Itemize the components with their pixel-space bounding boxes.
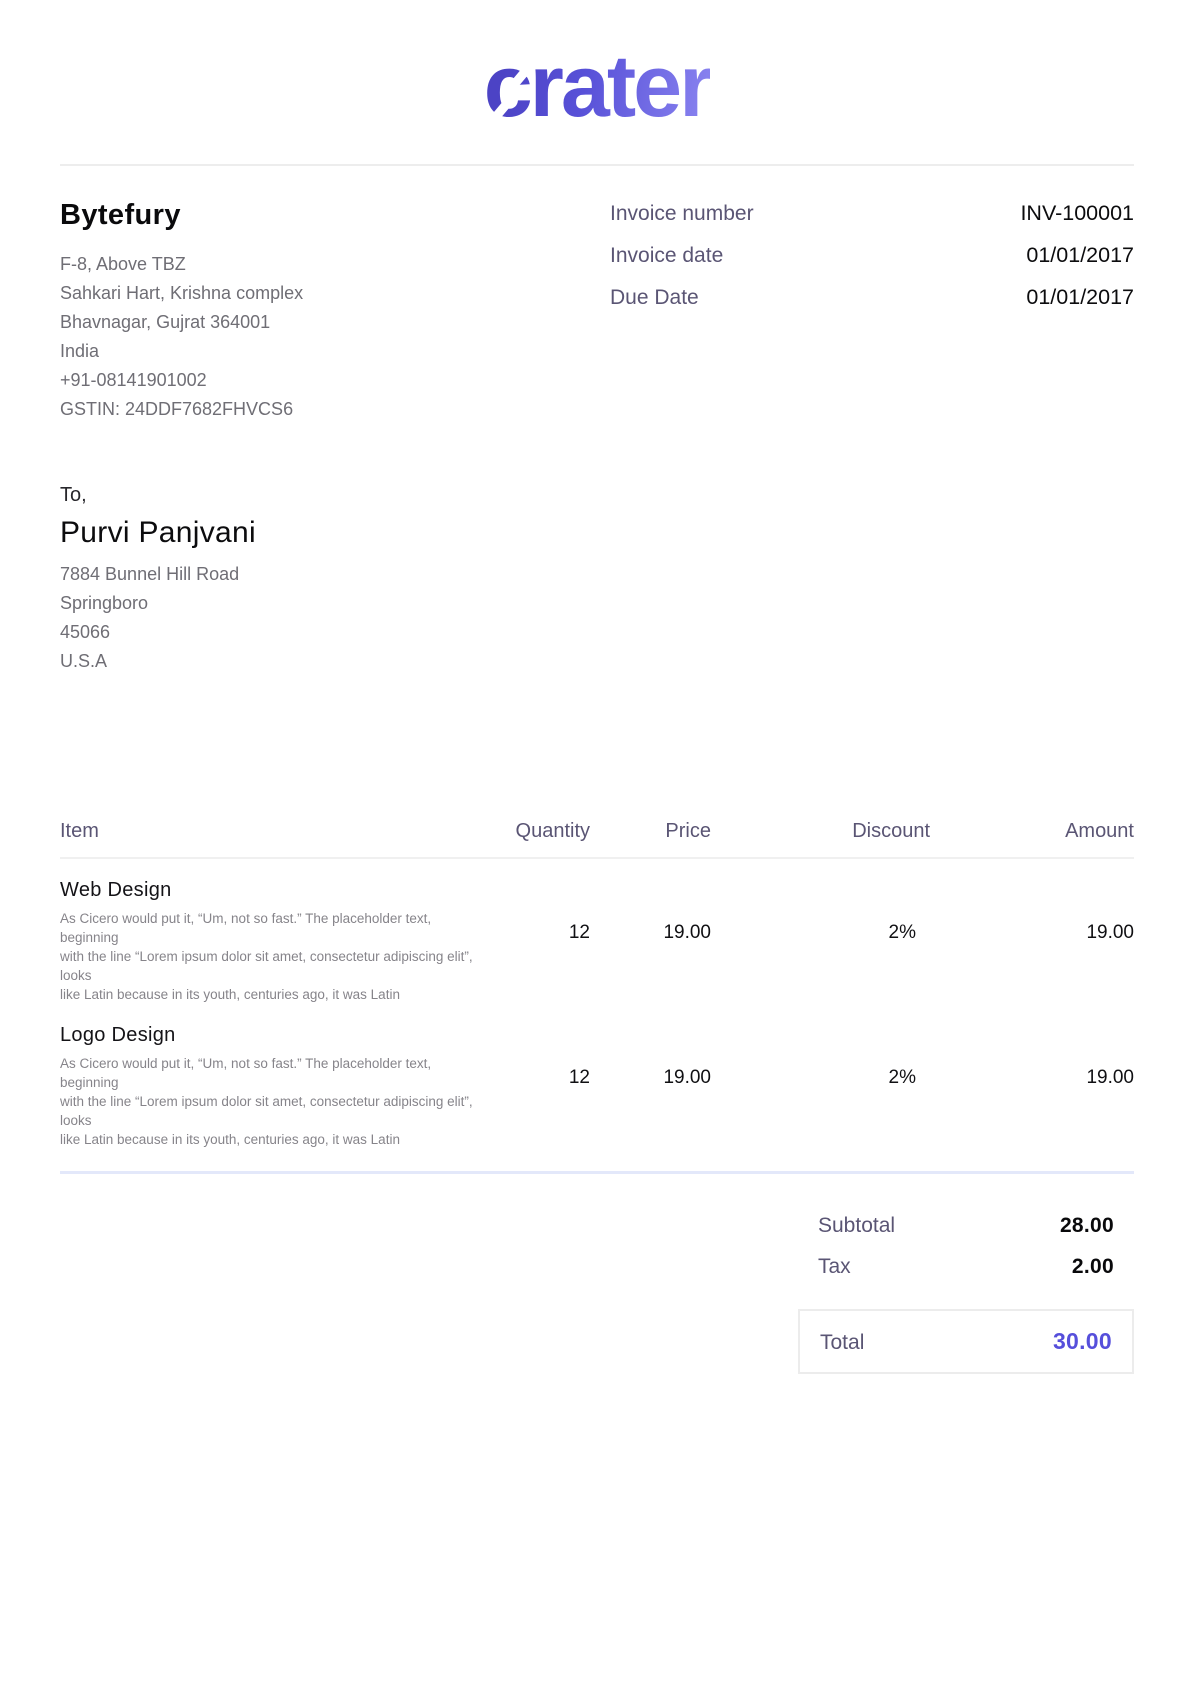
tax-label: Tax (818, 1255, 851, 1278)
company-gstin: GSTIN: 24DDF7682FHVCS6 (60, 399, 294, 419)
invoice-number-label: Invoice number (610, 202, 754, 225)
subtotal-value: 28.00 (1059, 1214, 1114, 1237)
company-address: F-8, Above TBZ Sahkari Hart, Krishna com… (60, 250, 303, 424)
total-label: Total (820, 1331, 865, 1354)
items-table: Item Quantity Price Discount Amount Web … (60, 820, 1134, 1174)
bill-to-block: To, Purvi Panjvani 7884 Bunnel Hill Road… (60, 484, 1134, 676)
column-header-quantity: Quantity (515, 820, 590, 842)
customer-address: 7884 Bunnel Hill Road Springboro 45066 U… (60, 560, 1134, 676)
table-row: Logo Design As Cicero would put it, “Um,… (60, 1024, 1134, 1149)
item-discount: 2% (888, 1067, 916, 1088)
invoice-date-value: 01/01/2017 (1026, 243, 1134, 267)
app-header: crater (60, 42, 1134, 142)
item-amount: 19.00 (1086, 922, 1134, 943)
company-address-line: Sahkari Hart, Krishna complex (60, 283, 304, 303)
header-divider (60, 164, 1134, 166)
item-quantity: 12 (568, 922, 590, 943)
item-cell: Logo Design As Cicero would put it, “Um,… (60, 1024, 490, 1149)
invoice-meta-block: Invoice number INV-100001 Invoice date 0… (610, 199, 1134, 424)
company-address-line: Bhavnagar, Gujrat 364001 (60, 312, 271, 332)
company-block: Bytefury F-8, Above TBZ Sahkari Hart, Kr… (60, 199, 303, 424)
company-address-line: India (60, 341, 100, 361)
customer-address-line: U.S.A (60, 651, 108, 671)
company-phone: +91-08141901002 (60, 370, 207, 390)
item-name: Logo Design (60, 1024, 176, 1046)
table-bottom-divider (60, 1171, 1134, 1174)
crater-logo: crater (483, 36, 714, 135)
invoice-number-row: Invoice number INV-100001 (610, 201, 1134, 226)
item-amount: 19.00 (1086, 1067, 1134, 1088)
table-header-divider (60, 857, 1134, 859)
items-table-header: Item Quantity Price Discount Amount (60, 820, 1134, 843)
due-date-value: 01/01/2017 (1026, 285, 1134, 309)
customer-name: Purvi Panjvani (60, 516, 256, 549)
column-header-amount: Amount (1065, 820, 1134, 842)
totals-block: Subtotal 28.00 Tax 2.00 Total 30.00 (798, 1214, 1134, 1374)
customer-address-line: Springboro (60, 593, 149, 613)
item-price: 19.00 (663, 922, 711, 943)
company-name: Bytefury (60, 199, 181, 231)
total-box: Total 30.00 (798, 1309, 1134, 1374)
item-cell: Web Design As Cicero would put it, “Um, … (60, 879, 490, 1004)
due-date-label: Due Date (610, 286, 699, 309)
invoice-date-row: Invoice date 01/01/2017 (610, 243, 1134, 268)
invoice-date-label: Invoice date (610, 244, 724, 267)
item-quantity: 12 (568, 1067, 590, 1088)
company-meta-section: Bytefury F-8, Above TBZ Sahkari Hart, Kr… (60, 199, 1134, 424)
customer-address-line: 7884 Bunnel Hill Road (60, 564, 240, 584)
item-description: As Cicero would put it, “Um, not so fast… (60, 1056, 473, 1147)
subtotal-label: Subtotal (818, 1214, 896, 1237)
item-name: Web Design (60, 879, 172, 901)
item-discount: 2% (888, 922, 916, 943)
item-price: 19.00 (663, 1067, 711, 1088)
company-address-line: F-8, Above TBZ (60, 254, 186, 274)
invoice-number-value: INV-100001 (1020, 201, 1134, 225)
subtotal-row: Subtotal 28.00 (798, 1214, 1134, 1238)
table-row: Web Design As Cicero would put it, “Um, … (60, 879, 1134, 1004)
column-header-price: Price (665, 820, 711, 842)
tax-row: Tax 2.00 (798, 1255, 1134, 1279)
column-header-discount: Discount (852, 820, 930, 842)
customer-address-line: 45066 (60, 622, 111, 642)
due-date-row: Due Date 01/01/2017 (610, 285, 1134, 310)
item-description: As Cicero would put it, “Um, not so fast… (60, 911, 473, 1002)
tax-value: 2.00 (1071, 1255, 1114, 1278)
bill-to-prefix: To, (60, 484, 87, 506)
crater-logo-text: crater (483, 36, 714, 135)
column-header-item: Item (60, 820, 99, 842)
total-value: 30.00 (1052, 1328, 1112, 1354)
